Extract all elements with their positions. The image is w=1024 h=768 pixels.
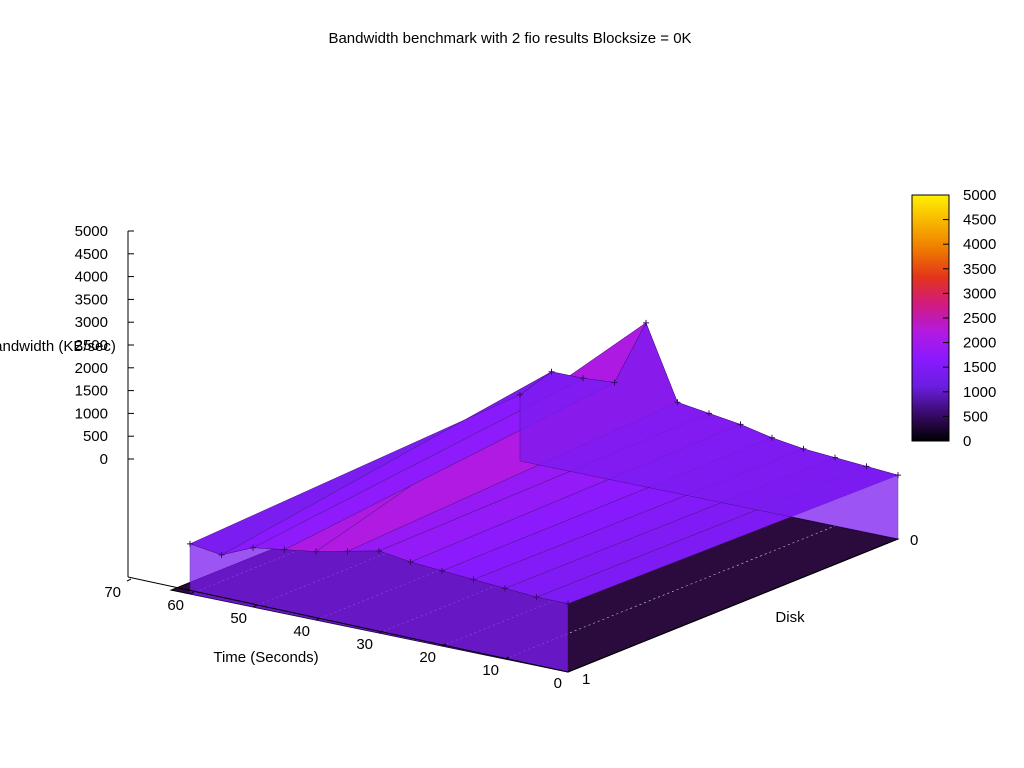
colorbar-tick-label: 4500 [963,212,996,229]
z-tick-label: 0 [100,451,108,468]
time-tick-label: 20 [419,649,436,666]
data-point [706,410,712,417]
data-point [344,548,351,555]
time-axis-line [127,576,569,673]
time-tick-mark [504,656,510,660]
axes-layer: 0500100015002000250030003500400045005000… [75,223,919,692]
series-wall [189,543,569,673]
colorbar-tick-label: 2500 [963,310,996,327]
z-tick-label: 2000 [75,360,108,377]
data-point [769,434,775,441]
surface-layer [187,319,901,673]
disk-tick-label: 0 [910,532,918,549]
data-point [580,375,586,382]
colorbar-tick-label: 4000 [963,236,996,253]
z-tick-label: 2500 [75,337,108,354]
data-point [250,544,256,551]
time-tick-mark [252,604,258,608]
colorbar-tick-label: 2000 [963,335,996,352]
colorbar: 0 500 1000 1500 2000 2500 3000 3500 4000 4500 5000 [911,187,996,450]
time-tick-label: 40 [293,623,310,640]
time-tick-label: 50 [230,610,247,627]
data-point [863,463,870,470]
time-tick-mark [189,591,195,595]
colorbar-tick-label: 0 [963,433,971,450]
data-point [187,540,193,547]
data-point [548,368,555,375]
data-point [674,399,681,406]
z-tick-label: 3500 [75,291,108,308]
colorbar-tick-label: 3500 [963,261,996,278]
data-point [832,454,838,461]
colorbar-tick-label: 1500 [963,359,996,376]
colorbar-tick-label: 3000 [963,285,996,302]
time-tick-label: 30 [356,636,373,653]
data-point [800,445,807,452]
data-point [313,548,319,555]
colorbar-gradient [911,194,950,442]
data-point [737,421,744,428]
colorbar-tick-label: 1000 [963,384,996,401]
time-tick-label: 60 [167,597,184,614]
disk-axis-line [567,538,899,673]
data-point [895,472,901,479]
disk-tick-label: 1 [582,671,590,688]
data-point [281,546,288,553]
data-point [407,558,414,565]
z-tick-label: 3000 [75,314,108,331]
series-wall [519,322,899,540]
data-point [533,594,540,601]
time-tick-mark [441,643,447,647]
z-tick-label: 1500 [75,383,108,400]
time-tick-label: 10 [482,662,499,679]
colorbar-tick-label: 5000 [963,187,996,204]
z-tick-label: 5000 [75,223,108,240]
time-tick-mark [315,617,321,621]
time-tick-mark [378,630,384,634]
data-point [643,319,649,326]
time-tick-label: 0 [554,675,562,692]
data-point [611,379,618,386]
y-axis-label: Disk [775,609,805,626]
x-axis-label: Time (Seconds) [213,649,318,666]
time-tick-mark [126,578,132,582]
data-point [565,600,571,607]
z-tick-label: 1000 [75,405,108,422]
time-tick-label: 70 [104,584,121,601]
labels-layer: Bandwidth benchmark with 2 fio results B… [0,30,805,666]
z-tick-label: 4500 [75,246,108,263]
data-point [376,547,382,554]
data-point [517,391,523,398]
z-axis-label: Bandwidth (KB/sec) [0,338,116,355]
data-point [470,576,477,583]
z-tick-label: 4000 [75,269,108,286]
grid-line [504,525,836,660]
data-point [218,551,225,558]
data-point [439,567,445,574]
z-tick-label: 500 [83,428,108,445]
chart-title: Bandwidth benchmark with 2 fio results B… [328,30,691,47]
colorbar-tick-label: 500 [963,408,988,425]
data-point [502,585,508,592]
